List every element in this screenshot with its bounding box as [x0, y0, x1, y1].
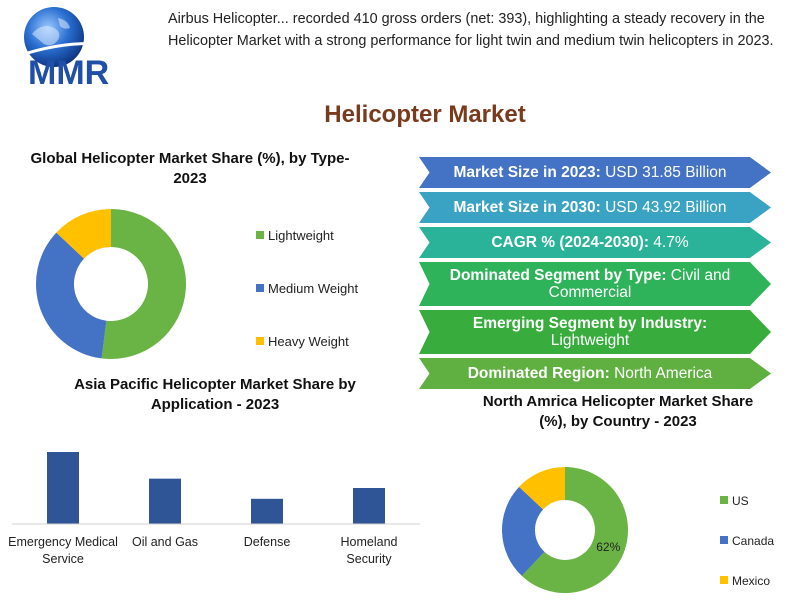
legend-swatch	[720, 496, 728, 504]
country-slice-canada	[502, 486, 545, 576]
bar-label-homeland-security: Homeland Security	[341, 535, 398, 566]
legend-swatch	[256, 284, 264, 292]
legend-swatch	[256, 231, 264, 239]
bar-label-oil-and-gas: Oil and Gas	[132, 535, 198, 549]
highlight-label: Dominated Region:	[467, 365, 610, 382]
country-slice-mexico	[519, 467, 565, 510]
bar-label-defense: Defense	[244, 535, 291, 549]
type-legend-heavy-weight: Heavy Weight	[256, 334, 358, 387]
country-donut-chart: 62%	[502, 467, 628, 593]
country-legend-mexico: Mexico	[720, 574, 774, 614]
type-legend-lightweight: Lightweight	[256, 228, 358, 281]
bar-label-emergency-medical-service: Emergency Medical Service	[8, 535, 118, 566]
highlight-label: Dominated Segment by Type:	[449, 267, 667, 284]
bar-emergency-medical-service	[47, 452, 79, 524]
highlight-value: USD 31.85 Billion	[600, 164, 727, 181]
legend-label: Lightweight	[268, 228, 334, 243]
mmr-logo: MMR	[17, 7, 129, 92]
bar-homeland-security	[353, 488, 385, 524]
highlight-arrow-cagr-2024-2030: CAGR % (2024-2030): 4.7%	[419, 227, 771, 258]
highlight-arrow-market-size-in-2030: Market Size in 2030: USD 43.92 Billion	[419, 192, 771, 223]
type-slice-medium-weight	[35, 232, 107, 359]
country-legend: US Canada Mexico	[720, 494, 774, 614]
highlight-label: Emerging Segment by Industry:	[472, 315, 708, 332]
highlight-text: Dominated Region: North America	[468, 365, 713, 382]
application-bar-chart: Emergency Medical Service Oil and Gas Defen…	[8, 452, 420, 566]
type-chart-title: Global Helicopter Market Share (%), by T…	[30, 150, 350, 187]
country-legend-canada: Canada	[720, 534, 774, 574]
type-slice-lightweight	[101, 209, 186, 359]
highlight-arrow-market-size-in-2023: Market Size in 2023: USD 31.85 Billion	[419, 157, 771, 188]
legend-label: Medium Weight	[268, 281, 359, 296]
highlight-arrow-dominated-segment-by-type: Dominated Segment by Type: Civil and Com…	[419, 262, 771, 306]
intro-text: Airbus Helicopter... recorded 410 gross …	[168, 11, 774, 49]
application-chart-title: Asia Pacific Helicopter Market Share by …	[74, 376, 356, 413]
logo-text: MMR	[28, 54, 109, 92]
country-legend-us: US	[720, 494, 774, 534]
highlight-value: Civil and Commercial	[548, 267, 731, 301]
highlight-value: Lightweight	[550, 332, 630, 349]
highlight-text: CAGR % (2024-2030): 4.7%	[491, 234, 688, 251]
country-chart-title: North Amrica Helicopter Market Share (%)…	[482, 393, 754, 430]
bar-oil-and-gas	[149, 478, 181, 524]
highlight-label: Market Size in 2023:	[453, 164, 601, 181]
highlight-arrow-emerging-segment-by-industry: Emerging Segment by Industry: Lightweigh…	[419, 310, 771, 354]
highlight-label: CAGR % (2024-2030):	[491, 234, 649, 251]
legend-swatch	[256, 337, 264, 345]
legend-swatch	[720, 536, 728, 544]
highlight-label: Market Size in 2030:	[453, 199, 601, 216]
country-slice-us	[521, 467, 628, 593]
legend-swatch	[720, 576, 728, 584]
highlight-text: Dominated Segment by Type: Civil and Com…	[433, 267, 747, 301]
main-title: Helicopter Market	[324, 101, 526, 128]
highlight-text: Market Size in 2030: USD 43.92 Billion	[453, 199, 726, 216]
type-slice-heavy-weight	[56, 209, 111, 259]
highlights-list: Market Size in 2023: USD 31.85 Billion Ma…	[419, 157, 771, 393]
type-donut-chart	[35, 209, 186, 359]
type-legend-medium-weight: Medium Weight	[256, 281, 358, 334]
highlight-value: USD 43.92 Billion	[600, 199, 727, 216]
type-legend: Lightweight Medium Weight Heavy Weight	[256, 228, 358, 387]
country-data-label-us: 62%	[596, 540, 620, 554]
highlight-value: North America	[609, 365, 713, 382]
highlight-text: Market Size in 2023: USD 31.85 Billion	[453, 164, 726, 181]
legend-label: Mexico	[732, 574, 771, 588]
legend-label: Canada	[732, 534, 775, 548]
highlight-value: 4.7%	[649, 234, 689, 251]
legend-label: Heavy Weight	[268, 334, 349, 349]
highlight-arrow-dominated-region: Dominated Region: North America	[419, 358, 771, 389]
bar-defense	[251, 498, 283, 524]
highlight-text: Emerging Segment by Industry: Lightweigh…	[433, 315, 747, 349]
legend-label: US	[732, 494, 749, 508]
